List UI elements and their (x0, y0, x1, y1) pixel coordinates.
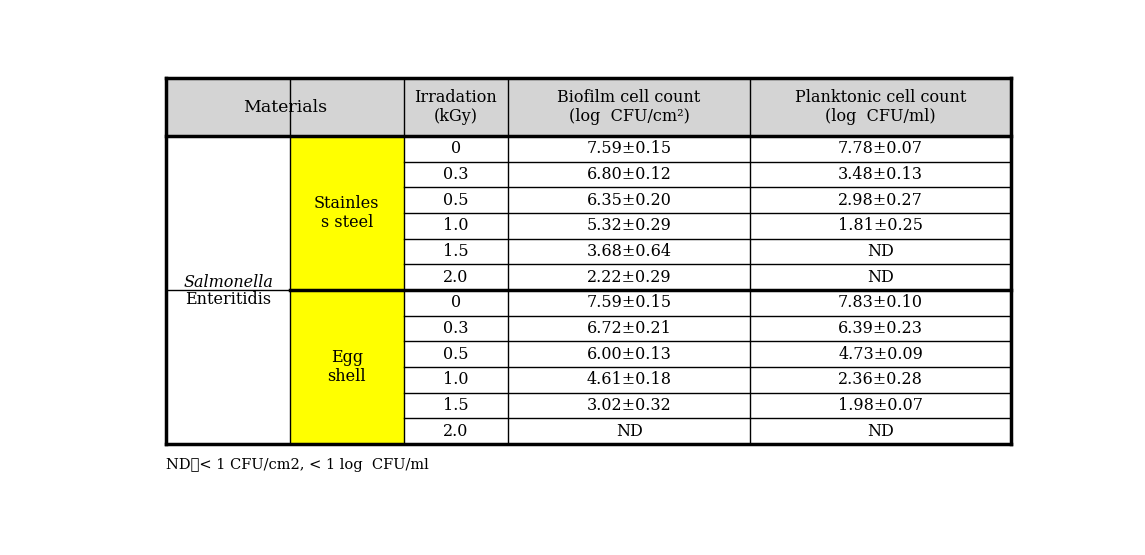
Text: Biofilm cell count
(log  CFU/cm²): Biofilm cell count (log CFU/cm²) (558, 89, 701, 125)
Text: 5.32±0.29: 5.32±0.29 (586, 217, 671, 234)
Text: 0.3: 0.3 (443, 320, 468, 337)
Text: 0.5: 0.5 (443, 346, 468, 362)
Text: 6.72±0.21: 6.72±0.21 (586, 320, 671, 337)
Text: 6.80±0.12: 6.80±0.12 (586, 166, 671, 183)
Text: Materials: Materials (243, 99, 327, 115)
Text: Egg
shell: Egg shell (327, 349, 366, 385)
Text: 0.3: 0.3 (443, 166, 468, 183)
Text: 0: 0 (451, 294, 461, 311)
Text: ND: ND (867, 269, 894, 286)
Text: 7.59±0.15: 7.59±0.15 (586, 140, 672, 157)
Text: Salmonella: Salmonella (183, 274, 273, 291)
Text: 7.59±0.15: 7.59±0.15 (586, 294, 672, 311)
Text: 3.48±0.13: 3.48±0.13 (838, 166, 923, 183)
Text: 7.83±0.10: 7.83±0.10 (838, 294, 923, 311)
Text: Enteritidis: Enteritidis (185, 291, 271, 307)
Bar (290, 290, 404, 444)
Text: 7.78±0.07: 7.78±0.07 (838, 140, 923, 157)
Text: 6.35±0.20: 6.35±0.20 (586, 191, 671, 209)
Text: 1.5: 1.5 (443, 397, 468, 414)
Text: 6.00±0.13: 6.00±0.13 (586, 346, 671, 362)
Text: 2.36±0.28: 2.36±0.28 (838, 371, 923, 388)
Text: ND：< 1 CFU/cm2, < 1 log  CFU/ml: ND：< 1 CFU/cm2, < 1 log CFU/ml (166, 458, 429, 472)
Text: 1.98±0.07: 1.98±0.07 (838, 397, 923, 414)
Text: 2.22±0.29: 2.22±0.29 (586, 269, 671, 286)
Text: Planktonic cell count
(log  CFU/ml): Planktonic cell count (log CFU/ml) (795, 89, 966, 125)
Text: 4.73±0.09: 4.73±0.09 (838, 346, 923, 362)
Bar (166, 136, 1011, 444)
Text: 2.98±0.27: 2.98±0.27 (838, 191, 923, 209)
Text: 2.0: 2.0 (443, 269, 468, 286)
Text: Irradation
(kGy): Irradation (kGy) (414, 89, 497, 125)
Bar (166, 136, 290, 444)
Text: ND: ND (867, 243, 894, 260)
Text: 1.0: 1.0 (443, 217, 468, 234)
Text: 6.39±0.23: 6.39±0.23 (838, 320, 923, 337)
Text: Stainles
s steel: Stainles s steel (314, 195, 379, 231)
Text: 0: 0 (451, 140, 461, 157)
Text: 4.61±0.18: 4.61±0.18 (586, 371, 672, 388)
Bar (290, 136, 404, 290)
Text: 2.0: 2.0 (443, 422, 468, 440)
Text: 3.68±0.64: 3.68±0.64 (586, 243, 672, 260)
Text: 1.0: 1.0 (443, 371, 468, 388)
Text: ND: ND (616, 422, 642, 440)
Bar (750, 78, 1011, 136)
Text: 3.02±0.32: 3.02±0.32 (586, 397, 671, 414)
Bar (404, 78, 508, 136)
Text: 1.5: 1.5 (443, 243, 468, 260)
Bar (166, 78, 404, 136)
Bar (508, 78, 750, 136)
Text: 1.81±0.25: 1.81±0.25 (838, 217, 923, 234)
Text: ND: ND (867, 422, 894, 440)
Text: 0.5: 0.5 (443, 191, 468, 209)
